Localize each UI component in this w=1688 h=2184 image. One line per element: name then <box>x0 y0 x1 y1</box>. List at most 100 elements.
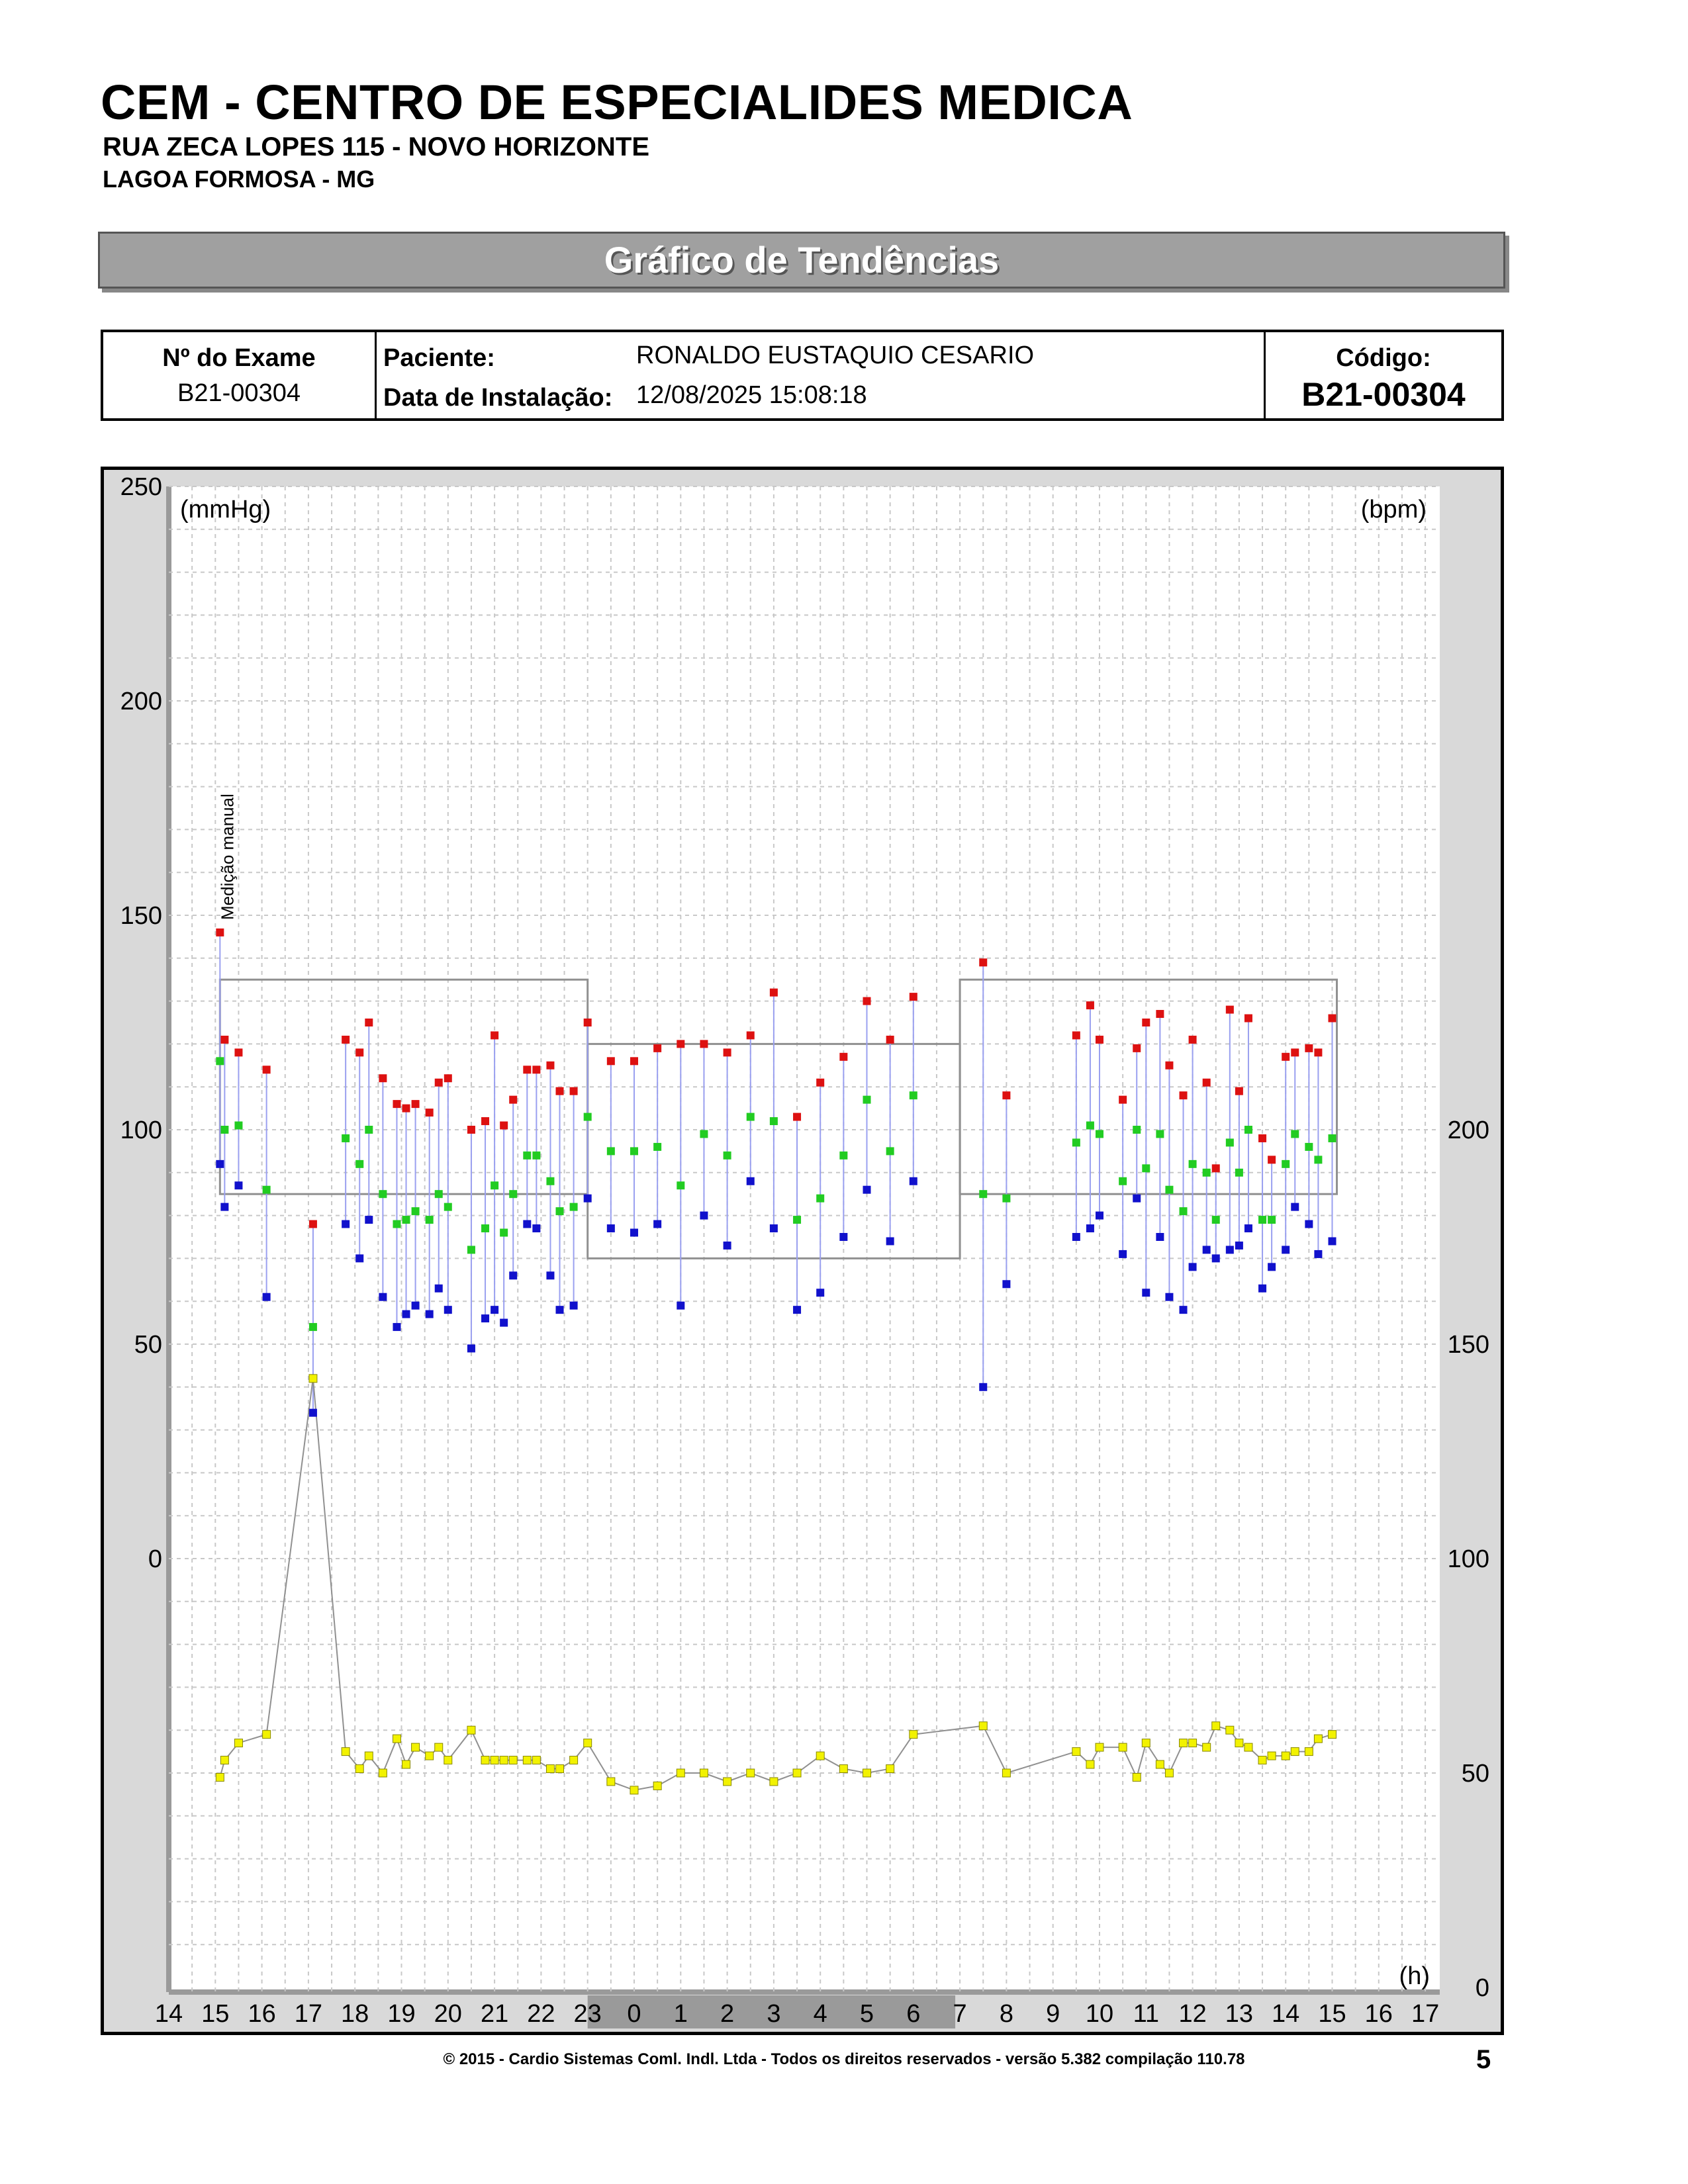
left-tick-label: 150 <box>120 902 162 930</box>
left-unit-label: (mmHg) <box>180 496 271 523</box>
mean-point <box>500 1228 508 1237</box>
diastolic-point <box>1202 1246 1211 1254</box>
mean-point <box>1244 1126 1252 1134</box>
systolic-point <box>769 988 778 997</box>
x-tick-label: 21 <box>481 2000 508 2028</box>
heart-rate-point <box>490 1756 499 1765</box>
heart-rate-point <box>583 1739 592 1748</box>
systolic-point <box>1268 1156 1276 1164</box>
diastolic-point <box>1119 1250 1127 1258</box>
diastolic-point <box>979 1383 988 1391</box>
code-value: B21-00304 <box>1301 376 1466 413</box>
plot-area <box>169 486 1440 1992</box>
mean-point <box>546 1177 555 1185</box>
x-tick-label: 12 <box>1178 2000 1206 2028</box>
mean-point <box>1291 1130 1299 1138</box>
heart-rate-point <box>1281 1751 1290 1760</box>
diastolic-point <box>1282 1246 1290 1254</box>
mean-point <box>1165 1185 1174 1194</box>
diastolic-point <box>220 1203 229 1211</box>
mean-point <box>1096 1130 1103 1138</box>
systolic-point <box>723 1048 731 1057</box>
systolic-point <box>342 1035 350 1044</box>
diastolic-point <box>509 1271 518 1280</box>
heart-rate-point <box>792 1768 802 1778</box>
mean-point <box>1156 1130 1164 1138</box>
mean-point <box>746 1113 755 1121</box>
heart-rate-point <box>863 1768 871 1778</box>
heart-rate-point <box>886 1764 895 1774</box>
systolic-point <box>444 1074 452 1083</box>
systolic-point <box>402 1104 410 1113</box>
install-date: 12/08/2025 15:08:18 <box>636 381 867 409</box>
systolic-point <box>863 997 871 1005</box>
diastolic-point <box>700 1211 708 1220</box>
left-tick-label: 50 <box>134 1331 162 1359</box>
systolic-point <box>793 1113 802 1121</box>
diastolic-point <box>434 1284 443 1293</box>
right-tick-label: 100 <box>1448 1545 1489 1573</box>
heart-rate-point <box>402 1760 411 1769</box>
diastolic-point <box>1314 1250 1323 1258</box>
patient-name: RONALDO EUSTAQUIO CESARIO <box>636 341 1035 369</box>
mean-point <box>1188 1160 1197 1168</box>
patient-cell: Paciente: RONALDO EUSTAQUIO CESARIO Data… <box>375 330 1266 421</box>
systolic-point <box>308 1220 317 1228</box>
mean-point <box>342 1134 350 1142</box>
diastolic-point <box>216 1160 224 1168</box>
diastolic-point <box>1305 1220 1313 1228</box>
diastolic-point <box>839 1233 848 1241</box>
heart-rate-point <box>839 1764 848 1774</box>
mean-point <box>1235 1168 1243 1177</box>
diastolic-point <box>262 1293 271 1301</box>
mean-point <box>308 1323 317 1332</box>
heart-rate-point <box>569 1756 579 1765</box>
x-unit-label: (h) <box>1399 1962 1430 1990</box>
systolic-point <box>1188 1035 1197 1044</box>
diastolic-point <box>1179 1306 1188 1314</box>
mean-point <box>481 1224 490 1233</box>
systolic-point <box>532 1066 541 1074</box>
diastolic-point <box>342 1220 350 1228</box>
mean-point <box>509 1190 518 1199</box>
heart-rate-point <box>769 1777 778 1786</box>
systolic-point <box>1225 1005 1234 1014</box>
heart-rate-point <box>909 1730 918 1739</box>
mean-point <box>1258 1216 1267 1224</box>
systolic-point <box>1142 1019 1150 1026</box>
diastolic-point <box>523 1220 532 1228</box>
limit-box <box>959 978 1338 1195</box>
heart-rate-point <box>1086 1760 1095 1769</box>
systolic-point <box>1244 1014 1252 1023</box>
diastolic-point <box>1211 1254 1220 1263</box>
diastolic-point <box>1086 1224 1094 1233</box>
mean-point <box>1002 1194 1011 1203</box>
heart-rate-point <box>746 1768 755 1778</box>
mean-point <box>793 1216 802 1224</box>
diastolic-point <box>411 1301 420 1310</box>
systolic-point <box>523 1066 532 1074</box>
x-tick-label: 2 <box>720 2000 734 2028</box>
systolic-point <box>234 1048 243 1057</box>
heart-rate-point <box>308 1374 318 1383</box>
right-tick-label: 0 <box>1476 1974 1489 2002</box>
systolic-point <box>1119 1095 1127 1104</box>
diastolic-point <box>793 1306 802 1314</box>
page-number: 5 <box>1476 2045 1491 2074</box>
diastolic-point <box>816 1289 825 1297</box>
mean-point <box>839 1151 848 1160</box>
diastolic-point <box>444 1306 452 1314</box>
heart-rate-point <box>676 1768 685 1778</box>
mean-point <box>379 1190 387 1199</box>
diastolic-point <box>425 1310 434 1318</box>
heart-rate-point <box>1313 1734 1323 1743</box>
systolic-point <box>1179 1091 1188 1100</box>
diastolic-point <box>1291 1203 1299 1211</box>
systolic-point <box>839 1052 848 1061</box>
mean-point <box>262 1185 271 1194</box>
heart-rate-point <box>1095 1743 1104 1752</box>
install-label: Data de Instalação: <box>383 384 613 412</box>
x-tick-label: 19 <box>387 2000 415 2028</box>
diastolic-point <box>481 1314 490 1323</box>
systolic-point <box>216 928 224 936</box>
